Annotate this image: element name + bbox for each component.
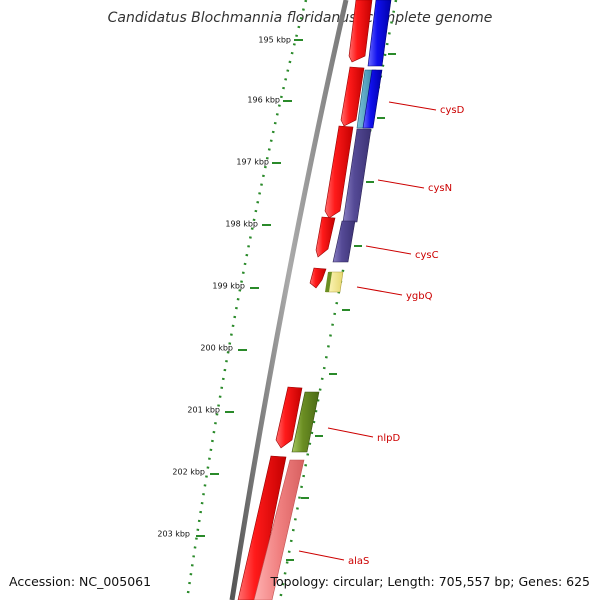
label-cysC: cysC — [365, 245, 439, 261]
gene-cysD — [362, 69, 383, 129]
label-ygbQ: ygbQ — [356, 286, 433, 302]
gene-label-cysD: cysD — [440, 105, 465, 116]
forward-gene-5 — [309, 267, 327, 289]
forward-gene-7 — [237, 455, 287, 600]
kbp-tick-197: 197 kbp — [236, 158, 281, 167]
topology-text: Topology: circular; Length: 705,557 bp; … — [270, 574, 591, 589]
gene-label-cysN: cysN — [428, 183, 452, 194]
gene-cysC — [332, 220, 356, 263]
gene-alaS — [253, 459, 305, 600]
kbp-tick-202: 202 kbp — [172, 468, 219, 477]
kbp-tick-200: 200 kbp — [200, 344, 247, 353]
forward-gene-2 — [340, 66, 365, 127]
gene-label-cysC: cysC — [415, 250, 439, 261]
kbp-label-201: 201 kbp — [187, 406, 220, 415]
kbp-label-196: 196 kbp — [247, 96, 280, 105]
kbp-tick-195: 195 kbp — [258, 36, 303, 45]
kbp-label-198: 198 kbp — [225, 220, 258, 229]
tick-ring — [185, 0, 308, 600]
gene-ygbQ — [325, 271, 344, 293]
label-nlpD: nlpD — [327, 427, 400, 444]
forward-gene-3 — [324, 125, 354, 219]
kbp-tick-201: 201 kbp — [187, 406, 234, 415]
kbp-tick-198: 198 kbp — [225, 220, 271, 229]
gene-nlpD — [291, 391, 320, 453]
forward-gene-1 — [348, 0, 373, 63]
label-alaS: alaS — [298, 550, 369, 567]
inner-ticks — [286, 53, 396, 561]
kbp-tick-196: 196 kbp — [247, 96, 292, 105]
gene-cysN — [342, 128, 372, 223]
kbp-tick-203: 203 kbp — [157, 530, 205, 539]
kbp-label-200: 200 kbp — [200, 344, 233, 353]
label-cysD: cysD — [388, 101, 465, 116]
genome-backbone — [229, 0, 349, 600]
gene-label-ygbQ: ygbQ — [406, 291, 433, 302]
forward-gene-6 — [275, 386, 303, 449]
gene-label-nlpD: nlpD — [377, 433, 400, 444]
kbp-label-199: 199 kbp — [212, 282, 245, 291]
kbp-label-202: 202 kbp — [172, 468, 205, 477]
accession-text: Accession: NC_005061 — [9, 574, 152, 589]
kbp-label-197: 197 kbp — [236, 158, 269, 167]
gene-label-alaS: alaS — [348, 556, 369, 567]
kbp-label-195: 195 kbp — [258, 36, 291, 45]
forward-gene-4 — [315, 216, 336, 258]
label-cysN: cysN — [377, 179, 452, 194]
kbp-label-203: 203 kbp — [157, 530, 190, 539]
kbp-tick-199: 199 kbp — [212, 282, 259, 291]
reverse-gene-blue-top — [367, 0, 392, 67]
